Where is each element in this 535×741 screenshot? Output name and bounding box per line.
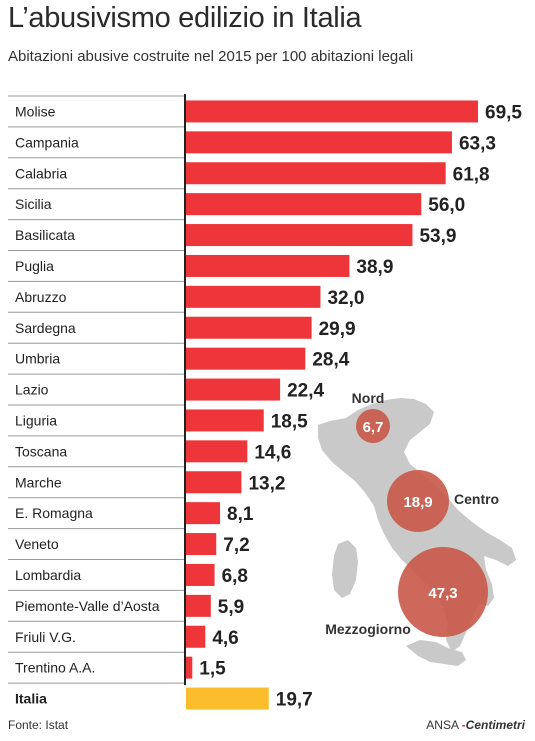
value-label-8: 28,4 <box>312 350 349 371</box>
map-label-nord: Nord <box>352 390 385 406</box>
bars-group: Molise 69,5 Campania 63,3 Calabria 61,8 Sicili… <box>8 94 522 711</box>
bar-8 <box>186 347 306 370</box>
bar-6 <box>186 285 321 308</box>
value-label-11: 14,6 <box>254 442 291 463</box>
category-label-10: Liguria <box>15 412 57 428</box>
map-circle-nord <box>356 409 390 443</box>
value-label-0: 69,5 <box>485 102 522 123</box>
bar-4 <box>186 224 413 247</box>
category-label-17: Friuli V.G. <box>15 629 76 645</box>
bar-11 <box>186 440 248 463</box>
value-label-3: 56,0 <box>428 195 465 216</box>
category-label-4: Basilicata <box>15 227 75 243</box>
map-label-mezzogiorno: Mezzogiorno <box>325 621 411 637</box>
map-label-centro: Centro <box>454 491 499 507</box>
category-label-13: E. Romagna <box>15 505 93 521</box>
map-value-mezzogiorno: 47,3 <box>428 585 457 602</box>
value-label-19: 19,7 <box>276 690 313 711</box>
map-value-nord: 6,7 <box>363 419 384 436</box>
bar-3 <box>186 193 422 216</box>
value-label-15: 6,8 <box>222 566 248 587</box>
value-label-16: 5,9 <box>218 597 244 618</box>
value-label-5: 38,9 <box>356 257 393 278</box>
category-label-16: Piemonte-Valle d’Aosta <box>15 598 160 614</box>
bar-15 <box>186 563 215 586</box>
chart-title: L’abusivismo edilizio in Italia <box>8 2 362 34</box>
bar-2 <box>186 162 446 185</box>
value-label-2: 61,8 <box>453 164 490 185</box>
value-label-1: 63,3 <box>459 133 496 154</box>
bar-17 <box>186 625 206 648</box>
bar-13 <box>186 502 221 525</box>
category-label-1: Campania <box>15 134 79 150</box>
value-label-17: 4,6 <box>212 628 238 649</box>
category-label-6: Abruzzo <box>15 289 67 305</box>
bar-10 <box>186 409 264 432</box>
value-label-13: 8,1 <box>227 504 254 525</box>
category-label-15: Lombardia <box>15 567 81 583</box>
value-label-6: 32,0 <box>327 288 364 309</box>
bar-0 <box>186 100 478 123</box>
category-label-14: Veneto <box>15 536 59 552</box>
bar-7 <box>186 316 312 339</box>
bar-14 <box>186 533 217 556</box>
category-label-19: Italia <box>15 691 47 707</box>
category-label-3: Sicilia <box>15 196 52 212</box>
chart-subtitle: Abitazioni abusive costruite nel 2015 pe… <box>8 48 414 65</box>
category-label-8: Umbria <box>15 351 60 367</box>
value-label-10: 18,5 <box>271 411 308 432</box>
bar-1 <box>186 131 452 154</box>
bar-19 <box>186 687 269 710</box>
map-circle-mezzogiorno <box>398 547 488 637</box>
category-label-7: Sardegna <box>15 320 76 336</box>
category-label-9: Lazio <box>15 382 49 398</box>
bar-5 <box>186 254 350 277</box>
brand-logo: ANSA -Centimetri <box>426 718 525 732</box>
category-label-5: Puglia <box>15 258 54 274</box>
bar-9 <box>186 378 281 401</box>
brand-part1: ANSA <box>426 718 459 732</box>
bar-18 <box>186 656 193 679</box>
value-label-18: 1,5 <box>199 659 226 680</box>
sardinia-shape <box>332 540 358 598</box>
value-label-4: 53,9 <box>419 226 456 247</box>
map-value-centro: 18,9 <box>403 494 432 511</box>
value-label-9: 22,4 <box>287 381 324 402</box>
category-label-0: Molise <box>15 103 56 119</box>
category-label-18: Trentino A.A. <box>15 660 95 676</box>
source-note: Fonte: Istat <box>8 718 69 732</box>
category-label-12: Marche <box>15 474 62 490</box>
category-label-11: Toscana <box>15 443 67 459</box>
category-label-2: Calabria <box>15 165 67 181</box>
bar-16 <box>186 594 211 617</box>
value-label-14: 7,2 <box>223 535 249 556</box>
value-label-12: 13,2 <box>248 473 285 494</box>
value-label-7: 29,9 <box>319 319 356 340</box>
map-circle-centro <box>387 470 449 532</box>
brand-mark: - <box>461 718 466 732</box>
bar-12 <box>186 471 242 494</box>
sicily-shape <box>406 640 466 666</box>
brand-part2: Centimetri <box>465 718 525 732</box>
italy-map: 6,7 18,9 47,3 Nord Centro Mezzogiorno <box>318 390 516 666</box>
